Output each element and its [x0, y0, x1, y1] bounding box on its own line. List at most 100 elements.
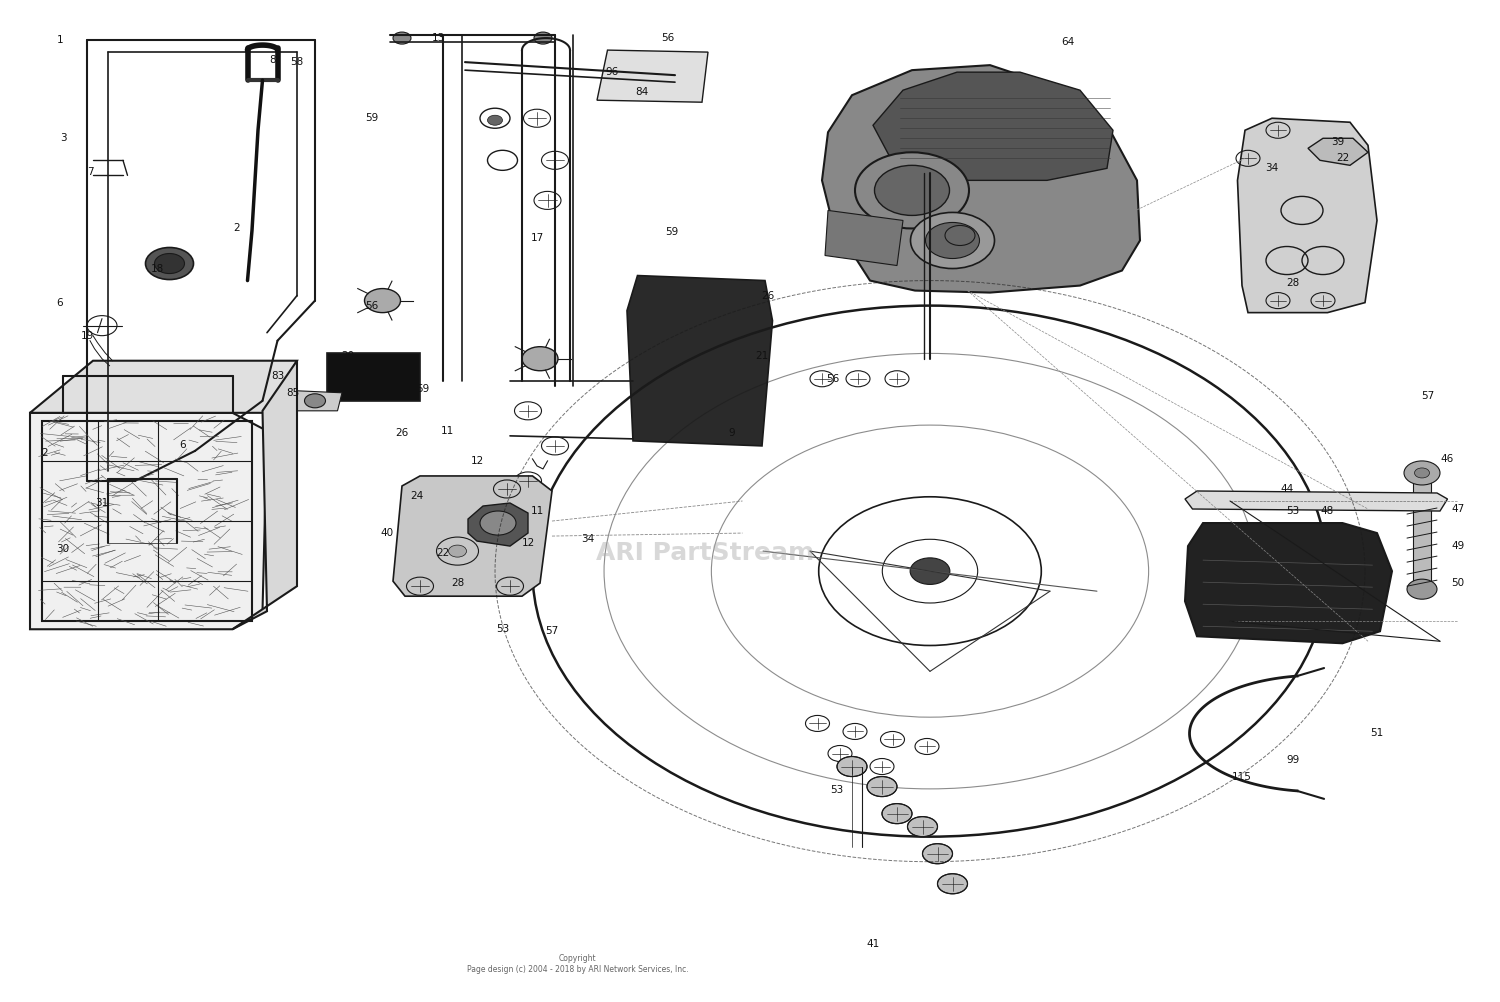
Text: ARI PartStream: ARI PartStream: [596, 541, 814, 565]
Polygon shape: [873, 72, 1113, 180]
Circle shape: [938, 874, 968, 894]
Polygon shape: [393, 476, 552, 596]
Polygon shape: [627, 276, 772, 446]
Text: 12: 12: [522, 538, 534, 548]
Circle shape: [534, 32, 552, 44]
Polygon shape: [1185, 491, 1448, 511]
Text: 59: 59: [417, 384, 429, 394]
Text: 83: 83: [272, 371, 284, 381]
Bar: [42, 421, 252, 621]
Polygon shape: [30, 361, 297, 413]
Text: 57: 57: [1422, 391, 1434, 401]
Circle shape: [910, 558, 950, 584]
Text: 7: 7: [87, 167, 93, 177]
Polygon shape: [822, 65, 1140, 293]
Polygon shape: [1308, 138, 1368, 165]
Circle shape: [488, 115, 502, 125]
Polygon shape: [597, 50, 708, 102]
Polygon shape: [1185, 523, 1392, 643]
Circle shape: [867, 777, 897, 797]
Text: 115: 115: [1232, 772, 1252, 782]
Circle shape: [146, 247, 194, 280]
Text: 50: 50: [1452, 578, 1464, 588]
Text: 53: 53: [831, 785, 843, 795]
Text: 31: 31: [96, 498, 108, 508]
Circle shape: [910, 212, 995, 269]
Text: 44: 44: [1281, 484, 1293, 494]
Text: 30: 30: [57, 544, 69, 554]
Text: 41: 41: [867, 939, 879, 949]
Circle shape: [1414, 468, 1430, 478]
Polygon shape: [1238, 118, 1377, 313]
Text: 39: 39: [1332, 137, 1344, 147]
Text: 84: 84: [636, 87, 648, 97]
Polygon shape: [825, 210, 903, 266]
Text: 2: 2: [234, 223, 240, 233]
Text: 57: 57: [546, 626, 558, 636]
Text: 1: 1: [57, 35, 63, 45]
Text: 3: 3: [60, 133, 66, 143]
Circle shape: [375, 296, 390, 306]
Circle shape: [522, 347, 558, 371]
Circle shape: [908, 817, 938, 837]
Text: 40: 40: [381, 528, 393, 538]
Text: 28: 28: [452, 578, 464, 588]
Text: 56: 56: [662, 33, 674, 43]
Text: 6: 6: [57, 298, 63, 308]
Polygon shape: [468, 503, 528, 546]
Text: 22: 22: [436, 548, 448, 558]
Text: 18: 18: [152, 264, 164, 274]
Text: 13: 13: [432, 33, 444, 43]
Circle shape: [1404, 461, 1440, 485]
Circle shape: [1407, 579, 1437, 599]
Text: 59: 59: [666, 227, 678, 237]
Text: 19: 19: [81, 331, 93, 341]
Text: Copyright
Page design (c) 2004 - 2018 by ARI Network Services, Inc.: Copyright Page design (c) 2004 - 2018 by…: [466, 954, 688, 974]
Polygon shape: [232, 361, 297, 629]
Text: 21: 21: [756, 351, 768, 361]
Text: 34: 34: [582, 534, 594, 544]
Text: 8: 8: [270, 55, 276, 65]
Text: 48: 48: [1322, 506, 1334, 516]
Circle shape: [837, 757, 867, 777]
Text: 56: 56: [827, 374, 839, 384]
Circle shape: [926, 222, 980, 259]
Text: 2: 2: [42, 448, 48, 458]
Circle shape: [855, 152, 969, 228]
Text: 51: 51: [1371, 728, 1383, 738]
Text: 11: 11: [531, 506, 543, 516]
Circle shape: [154, 254, 184, 274]
Polygon shape: [30, 413, 267, 629]
Circle shape: [882, 804, 912, 824]
Text: 53: 53: [1287, 506, 1299, 516]
Text: 58: 58: [291, 57, 303, 67]
Text: 28: 28: [1287, 278, 1299, 288]
Text: 96: 96: [606, 67, 618, 77]
Text: 99: 99: [1287, 755, 1299, 765]
Text: 9: 9: [729, 428, 735, 438]
Text: 20: 20: [342, 351, 354, 361]
Text: 11: 11: [441, 426, 453, 436]
Polygon shape: [327, 353, 420, 401]
Circle shape: [393, 32, 411, 44]
Circle shape: [874, 165, 950, 215]
Text: 64: 64: [1062, 37, 1074, 47]
Text: 59: 59: [366, 113, 378, 123]
Text: 46: 46: [1442, 454, 1454, 464]
Circle shape: [304, 394, 326, 408]
Text: 24: 24: [411, 491, 423, 501]
Bar: [1413, 471, 1431, 591]
Text: 12: 12: [471, 456, 483, 466]
Text: 6: 6: [180, 440, 186, 450]
Text: 26: 26: [396, 428, 408, 438]
Polygon shape: [292, 391, 342, 411]
Text: 53: 53: [496, 624, 508, 634]
Text: 49: 49: [1452, 541, 1464, 551]
Circle shape: [364, 289, 400, 313]
Circle shape: [448, 545, 466, 557]
Circle shape: [922, 844, 952, 864]
Text: 34: 34: [1266, 163, 1278, 173]
Text: 56: 56: [366, 301, 378, 311]
Text: 26: 26: [762, 291, 774, 301]
Text: 17: 17: [531, 233, 543, 243]
